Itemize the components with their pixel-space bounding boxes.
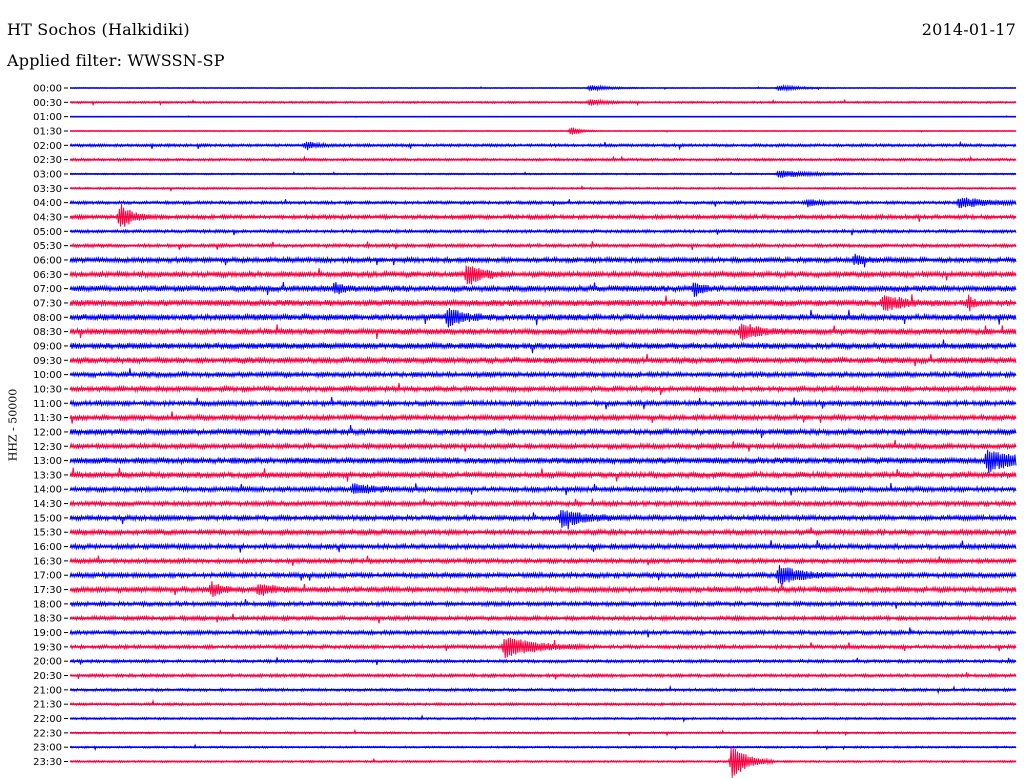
time-tick-label: 08:00 [33,313,62,324]
trace-1500 [69,509,1017,530]
trace-1700 [69,565,1017,585]
time-tick-label: 08:30 [33,327,62,338]
time-tick-label: 16:30 [33,556,62,567]
time-tick-label: 00:30 [33,98,62,109]
time-tick-label: 22:30 [33,728,62,739]
time-tick-label: 11:00 [33,399,62,410]
time-tick-label: 14:30 [33,499,62,510]
time-tick-label: 14:00 [33,485,62,496]
trace-1830 [69,613,1017,624]
trace-1530 [69,527,1017,537]
trace-0830 [69,323,1017,341]
trace-1330 [69,467,1017,482]
trace-1730 [69,581,1017,598]
time-tick-label: 02:30 [33,155,62,166]
time-tick-label: 06:00 [33,255,62,266]
time-tick-label: 04:30 [33,212,62,223]
time-tick-label: 12:00 [33,427,62,438]
time-tick-label: 17:00 [33,571,62,582]
filter-label: Applied filter: WWSSN-SP [7,51,225,70]
trace-1430 [69,498,1017,508]
trace-1930 [69,637,1017,659]
trace-1300 [69,449,1017,473]
trace-2330 [69,747,1017,778]
time-tick-label: 13:00 [33,456,62,467]
time-tick-label: 16:00 [33,542,62,553]
trace-1630 [69,555,1017,566]
trace-0900 [69,339,1017,354]
trace-0700 [69,281,1017,298]
trace-0600 [69,253,1017,268]
trace-0630 [69,265,1017,285]
time-tick-label: 21:30 [33,700,62,711]
time-tick-label: 17:30 [33,585,62,596]
time-tick-label: 03:30 [33,184,62,195]
time-tick-label: 06:30 [33,270,62,281]
trace-0430 [69,203,1017,227]
time-tick-label: 18:30 [33,614,62,625]
time-tick-label: 00:00 [33,84,62,95]
trace-0730 [69,294,1017,312]
time-tick-label: 19:30 [33,642,62,653]
trace-1100 [69,396,1017,410]
time-tick-label: 21:00 [33,685,62,696]
time-tick-label: 22:00 [33,714,62,725]
trace-0800 [69,308,1017,328]
time-tick-label: 11:30 [33,413,62,424]
time-tick-label: 04:00 [33,198,62,209]
time-tick-label: 03:00 [33,169,62,180]
time-tick-label: 10:30 [33,384,62,395]
time-tick-label: 10:00 [33,370,62,381]
time-tick-label: 09:00 [33,341,62,352]
time-tick-label: 01:30 [33,126,62,137]
station-title: HT Sochos (Halkidiki) [7,20,190,39]
time-tick-label: 05:00 [33,227,62,238]
time-tick-label: 12:30 [33,442,62,453]
time-tick-label: 15:30 [33,528,62,539]
time-tick-label: 20:00 [33,657,62,668]
trace-1200 [69,425,1017,439]
trace-1000 [69,368,1017,379]
time-tick-label: 07:00 [33,284,62,295]
trace-1030 [69,382,1017,396]
time-tick-label: 05:30 [33,241,62,252]
time-tick-label: 02:00 [33,141,62,152]
trace-1800 [69,599,1017,609]
trace-1600 [69,540,1017,553]
trace-1130 [69,411,1017,424]
trace-0930 [69,353,1017,367]
time-tick-label: 20:30 [33,671,62,682]
time-tick-label: 15:00 [33,513,62,524]
trace-1400 [69,483,1017,496]
time-tick-label: 13:30 [33,470,62,481]
time-tick-label: 18:00 [33,599,62,610]
time-tick-label: 19:00 [33,628,62,639]
date-label: 2014-01-17 [921,20,1016,39]
time-tick-label: 07:30 [33,298,62,309]
time-tick-label: 01:00 [33,112,62,123]
trace-1230 [69,439,1017,452]
time-tick-label: 23:30 [33,757,62,768]
time-tick-label: 23:00 [33,743,62,754]
time-tick-label: 09:30 [33,356,62,367]
